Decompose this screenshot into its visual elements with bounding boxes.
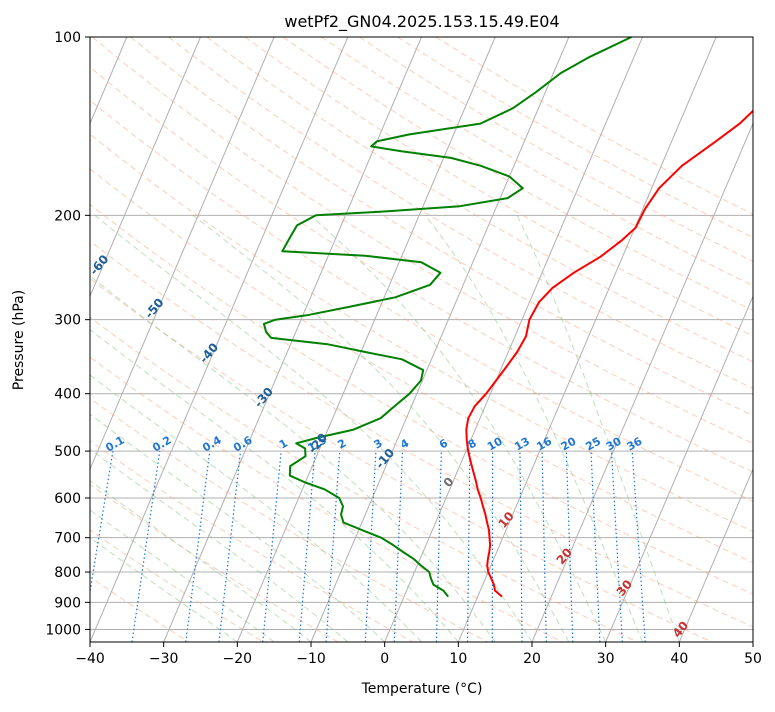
x-axis-title: Temperature (°C) [361, 681, 483, 697]
y-tick-label: 900 [54, 595, 81, 611]
y-tick-label: 600 [54, 491, 81, 507]
x-tick-label: 50 [744, 651, 762, 667]
x-tick-label: −20 [223, 651, 253, 667]
x-tick-label: −10 [296, 651, 326, 667]
y-tick-label: 400 [54, 387, 81, 403]
x-tick-label: −40 [75, 651, 105, 667]
y-tick-label: 700 [54, 531, 81, 547]
y-tick-label: 100 [54, 30, 81, 46]
chart-title: wetPf2_GN04.2025.153.15.49.E04 [284, 12, 559, 32]
y-tick-label: 300 [54, 313, 81, 329]
y-tick-label: 1000 [45, 622, 81, 638]
y-tick-label: 200 [54, 208, 81, 224]
y-tick-label: 800 [54, 565, 81, 581]
x-tick-label: 40 [670, 651, 688, 667]
x-tick-label: 0 [380, 651, 389, 667]
x-tick-label: 10 [449, 651, 467, 667]
x-tick-label: −30 [149, 651, 179, 667]
x-tick-label: 20 [523, 651, 541, 667]
x-tick-label: 30 [597, 651, 615, 667]
y-axis-title: Pressure (hPa) [11, 290, 27, 390]
y-tick-label: 500 [54, 444, 81, 460]
